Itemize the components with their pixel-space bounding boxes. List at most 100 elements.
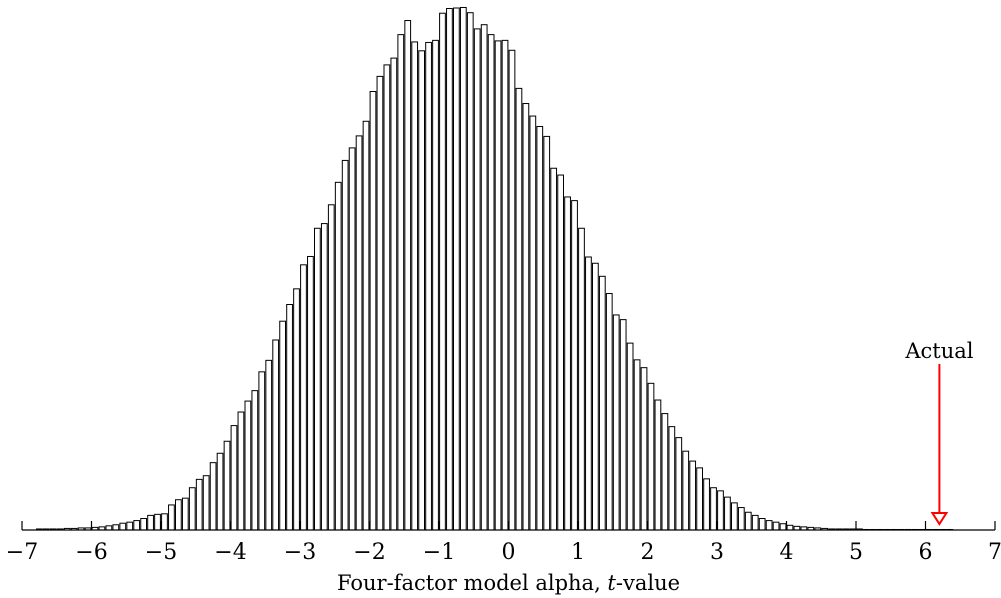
histogram-bar — [286, 304, 293, 531]
x-tick-label: 5 — [849, 540, 863, 565]
histogram-bars — [36, 6, 954, 531]
x-tick-label: 3 — [710, 540, 724, 565]
actual-arrow-head — [930, 512, 949, 526]
histogram-bar — [195, 478, 203, 531]
x-tick-label: −4 — [214, 540, 246, 565]
histogram-bar — [626, 342, 634, 531]
histogram-bar — [383, 64, 391, 531]
histogram-bar — [411, 41, 419, 531]
histogram-bar — [682, 450, 690, 531]
histogram-bar — [453, 7, 460, 531]
histogram-bar — [710, 487, 717, 531]
histogram-bar — [279, 320, 286, 531]
x-tick-label: 7 — [988, 540, 1001, 565]
x-axis-title: Four-factor model alpha, t-value — [337, 571, 680, 595]
histogram-bar — [418, 50, 425, 531]
x-axis-title-after: -value — [616, 571, 680, 595]
x-tick-label: −6 — [75, 540, 107, 565]
histogram-bar — [390, 57, 398, 531]
histogram-bar — [161, 513, 168, 531]
histogram-bar — [522, 103, 530, 531]
histogram-bar — [126, 521, 134, 531]
histogram-bar — [724, 496, 731, 531]
histogram-bar — [140, 518, 147, 531]
histogram-bar — [731, 502, 738, 531]
histogram-bar — [619, 319, 627, 531]
histogram-bar — [272, 339, 280, 531]
histogram-bar — [154, 513, 161, 531]
histogram-bar — [432, 39, 439, 531]
histogram-bar — [230, 425, 238, 531]
histogram-bar — [251, 390, 259, 531]
histogram-bar — [265, 359, 273, 531]
histogram-bar — [779, 523, 787, 531]
x-axis-title-before: Four-factor model alpha, — [337, 571, 607, 595]
histogram-bar — [320, 223, 328, 531]
histogram-bar — [307, 255, 314, 531]
histogram-bar — [772, 521, 780, 531]
histogram-bar — [501, 39, 509, 531]
histogram-bar — [439, 12, 446, 531]
histogram-bar — [446, 8, 453, 531]
histogram-bar — [592, 262, 599, 531]
histogram-bar — [112, 524, 120, 531]
x-axis: −7 −6 −5 −4 −3 −2 −1 0 1 2 3 4 5 6 7 — [6, 521, 1001, 565]
histogram-bar — [717, 490, 724, 531]
histogram-bar — [181, 497, 189, 531]
x-tick-label: 2 — [641, 540, 655, 565]
histogram-bar — [571, 200, 578, 531]
histogram-bar — [209, 462, 217, 531]
histogram-bar — [105, 525, 113, 531]
histogram-bar — [585, 256, 592, 531]
histogram-bar — [480, 24, 488, 531]
histogram-bar — [633, 359, 641, 531]
histogram-bar — [675, 437, 683, 531]
x-tick-label: −7 — [6, 540, 38, 565]
histogram-bar — [133, 520, 141, 531]
histogram-bar — [216, 452, 224, 531]
histogram-bar — [578, 227, 585, 531]
x-tick-label: 4 — [780, 540, 794, 565]
histogram-bar — [508, 49, 516, 531]
histogram-bar — [348, 147, 356, 531]
histogram-bar — [487, 34, 495, 531]
histogram-bar — [696, 467, 703, 531]
actual-label: Actual — [904, 339, 973, 363]
histogram-bar — [376, 75, 384, 531]
histogram-bar — [751, 514, 759, 531]
histogram-bar — [689, 460, 697, 531]
histogram-bar — [119, 522, 127, 531]
histogram-bar — [404, 20, 412, 531]
histogram-bar — [647, 382, 655, 531]
histogram-bar — [515, 87, 523, 531]
histogram-bar — [557, 174, 564, 531]
histogram-bar — [355, 135, 363, 531]
x-tick-label: 1 — [571, 540, 585, 565]
histogram-bar — [466, 12, 474, 531]
x-axis-title-italic: t — [607, 571, 616, 595]
histogram-bar — [327, 204, 335, 531]
histogram-bar — [314, 227, 321, 531]
x-tick-label: 0 — [502, 540, 516, 565]
histogram-bar — [459, 6, 467, 531]
histogram-bar — [654, 399, 662, 531]
histogram-bar — [341, 159, 349, 531]
histogram-bar — [175, 499, 182, 531]
histogram-bar — [598, 275, 606, 531]
histogram-bar — [188, 487, 196, 531]
annotations: Actual — [904, 339, 974, 526]
histogram-bar — [369, 91, 377, 531]
x-tick-label: 6 — [919, 540, 933, 565]
histogram-bar — [168, 504, 175, 531]
histogram-bar — [605, 293, 613, 531]
histogram-bar — [397, 34, 405, 531]
histogram-bar — [244, 400, 252, 531]
histogram-bar — [147, 514, 154, 531]
histogram-bar — [362, 120, 370, 531]
histogram-bar — [737, 507, 745, 531]
histogram-bar — [668, 426, 676, 531]
histogram-bar — [223, 440, 231, 531]
histogram-bar — [494, 40, 502, 531]
histogram-bar — [661, 413, 669, 531]
